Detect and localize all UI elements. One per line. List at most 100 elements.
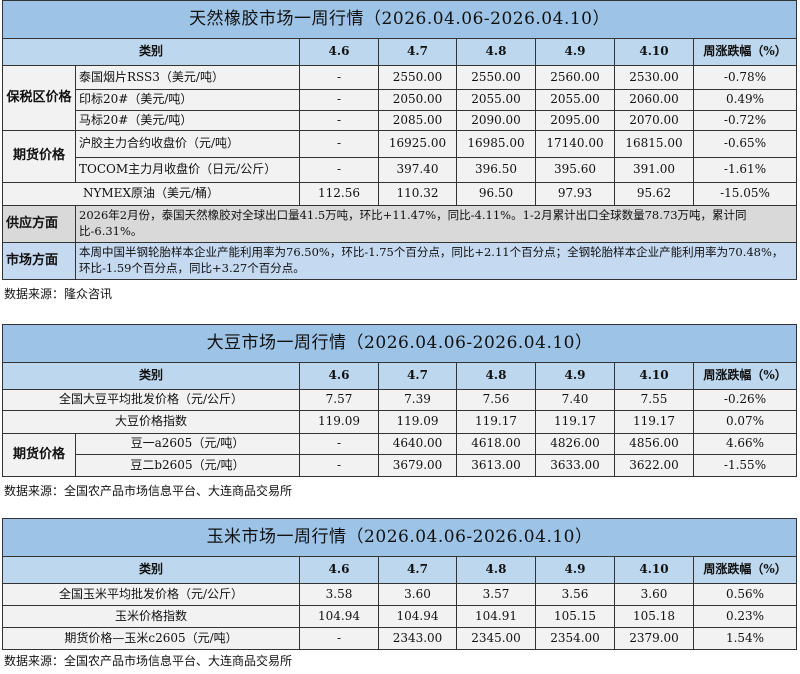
price-cell: 3622.00 — [614, 454, 694, 477]
data-source: 数据来源：隆众咨讯 — [4, 287, 113, 301]
price-cell: 3633.00 — [535, 454, 615, 477]
price-cell: - — [299, 130, 379, 158]
row-label: 豆一a2605（元/吨） — [75, 433, 300, 455]
price-cell: 7.56 — [456, 389, 536, 411]
price-cell: - — [299, 110, 379, 131]
table-row: 印标20#（美元/吨） -2050.00 2055.00 2055.00 2060.00… — [3, 89, 798, 111]
price-cell: 2550.00 — [378, 65, 457, 90]
price-cell: 4826.00 — [535, 433, 615, 455]
price-cell: 4856.00 — [614, 433, 694, 455]
note-label: 供应方面 — [2, 205, 76, 243]
row-label: TOCOM主力月收盘价（日元/公斤） — [75, 157, 300, 183]
price-cell: 4618.00 — [456, 433, 536, 455]
table: 天然橡胶市场一周行情（2026.04.06-2026.04.10） 类别 4.6 4.… — [1, 0, 798, 280]
table-row: TOCOM主力月收盘价（日元/公斤） -397.40 396.50 395.60 391… — [3, 157, 798, 183]
price-cell: 2354.00 — [535, 627, 615, 650]
table-row: 全国大豆平均批发价格（元/公斤） 7.57 7.39 7.56 7.40 7.55 -0.2… — [2, 389, 798, 411]
corn-market-table: 玉米市场一周行情（2026.04.06-2026.04.10） 类别 4.6 4.7 4… — [1, 518, 798, 650]
price-cell: 17140.00 — [535, 130, 615, 158]
price-cell: 104.94 — [378, 605, 457, 628]
row-label: 玉米价格指数 — [2, 605, 300, 628]
column-header: 4.6 — [299, 38, 379, 66]
price-cell: 3679.00 — [378, 454, 457, 477]
weekly-change-cell: -0.26% — [692, 389, 798, 411]
price-cell: - — [299, 433, 379, 455]
weekly-change-cell: 0.07% — [692, 410, 798, 434]
price-cell: 119.17 — [535, 410, 615, 434]
table: 大豆市场一周行情（2026.04.06-2026.04.10） 类别 4.6 4.7 4… — [1, 324, 798, 477]
table-row: 全国玉米平均批发价格（元/公斤） 3.58 3.60 3.57 3.56 3.60 0.56… — [2, 583, 798, 606]
header-row: 类别 4.6 4.7 4.8 4.9 4.10 周涨跌幅（%） — [2, 362, 798, 390]
price-cell: 2085.00 — [378, 110, 457, 131]
column-header: 4.6 — [299, 362, 379, 390]
price-cell: 119.09 — [299, 410, 379, 434]
price-cell: 395.60 — [535, 157, 615, 183]
price-cell: 396.50 — [456, 157, 536, 183]
price-cell: 119.17 — [456, 410, 536, 434]
soybean-market-table: 大豆市场一周行情（2026.04.06-2026.04.10） 类别 4.6 4.7 4… — [1, 324, 798, 477]
weekly-change-cell: 0.23% — [692, 605, 798, 628]
row-label: 豆二b2605（元/吨） — [75, 454, 300, 477]
price-cell: 16815.00 — [614, 130, 694, 158]
price-cell: 2060.00 — [614, 89, 694, 111]
row-label: NYMEX原油（美元/桶） — [2, 182, 300, 206]
price-cell: 7.57 — [299, 389, 379, 411]
price-cell: 7.40 — [535, 389, 615, 411]
column-header: 4.8 — [456, 362, 536, 390]
table-row: 玉米价格指数 104.94 104.94 104.91 105.15 105.18 0.23… — [2, 605, 798, 628]
row-group-label: 保税区价格 — [2, 65, 76, 131]
column-header: 4.10 — [614, 362, 694, 390]
column-header: 4.8 — [456, 38, 536, 66]
note-text: 2026年2月份，泰国天然橡胶对全球出口量41.5万吨，环比+11.47%，同比… — [74, 205, 798, 243]
column-header: 4.8 — [456, 556, 536, 584]
column-header: 周涨跌幅（%） — [692, 38, 798, 66]
price-cell: - — [299, 627, 379, 650]
table-title: 玉米市场一周行情（2026.04.06-2026.04.10） — [1, 518, 798, 557]
table-row: 期货价格 豆一a2605（元/吨） -4640.00 4618.00 4826.00 48… — [2, 433, 798, 477]
row-label: 期货价格—玉米c2605（元/吨） — [2, 627, 300, 650]
price-cell: - — [299, 65, 379, 90]
note-text: 本周中国半钢轮胎样本企业产能利用率为76.50%，环比-1.75个百分点，同比+… — [74, 242, 798, 280]
price-cell: 391.00 — [614, 157, 694, 183]
column-header: 4.9 — [535, 362, 615, 390]
column-header: 类别 — [2, 556, 300, 584]
price-cell: 2095.00 — [535, 110, 615, 131]
table-title: 天然橡胶市场一周行情（2026.04.06-2026.04.10） — [1, 0, 798, 39]
price-cell: 3.58 — [299, 583, 379, 606]
weekly-change-cell: -15.05% — [692, 182, 798, 206]
column-header: 4.7 — [378, 38, 457, 66]
table-row: 期货价格—玉米c2605（元/吨） -2343.00 2345.00 2354.00 2… — [2, 627, 798, 650]
rubber-market-table: 天然橡胶市场一周行情（2026.04.06-2026.04.10） 类别 4.6 4.… — [1, 0, 798, 280]
title-row: 天然橡胶市场一周行情（2026.04.06-2026.04.10） — [1, 0, 798, 39]
note-row: 市场方面 本周中国半钢轮胎样本企业产能利用率为76.50%，环比-1.75个百分点… — [2, 242, 798, 280]
header-row: 类别 4.6 4.7 4.8 4.9 4.10 周涨跌幅（%） — [2, 38, 798, 66]
weekly-change-cell: -0.65% — [692, 130, 798, 158]
price-cell: 104.91 — [456, 605, 536, 628]
price-cell: 7.39 — [378, 389, 457, 411]
title-row: 玉米市场一周行情（2026.04.06-2026.04.10） — [1, 518, 798, 557]
price-cell: 16925.00 — [378, 130, 457, 158]
price-cell: 2560.00 — [535, 65, 615, 90]
data-source: 数据来源：全国农产品市场信息平台、大连商品交易所 — [4, 654, 293, 668]
weekly-change-cell: -0.72% — [692, 110, 798, 131]
price-cell: 112.56 — [299, 182, 379, 206]
row-label: 全国大豆平均批发价格（元/公斤） — [2, 389, 300, 411]
price-cell: 3613.00 — [456, 454, 536, 477]
column-header: 4.6 — [299, 556, 379, 584]
price-cell: 16985.00 — [456, 130, 536, 158]
row-label: 沪胶主力合约收盘价（元/吨） — [75, 130, 300, 158]
table-row: 期货价格 沪胶主力合约收盘价（元/吨） -16925.00 16985.00 17140… — [2, 130, 798, 183]
price-cell: 97.93 — [535, 182, 615, 206]
price-cell: 105.15 — [535, 605, 615, 628]
price-cell: 2343.00 — [378, 627, 457, 650]
column-header: 4.10 — [614, 38, 694, 66]
price-cell: 3.57 — [456, 583, 536, 606]
column-header: 4.10 — [614, 556, 694, 584]
price-cell: 2345.00 — [456, 627, 536, 650]
column-header: 类别 — [2, 38, 300, 66]
price-cell: 2090.00 — [456, 110, 536, 131]
price-cell: 110.32 — [378, 182, 457, 206]
price-cell: - — [299, 89, 379, 111]
title-row: 大豆市场一周行情（2026.04.06-2026.04.10） — [1, 324, 798, 363]
weekly-change-cell: -1.61% — [692, 157, 798, 183]
